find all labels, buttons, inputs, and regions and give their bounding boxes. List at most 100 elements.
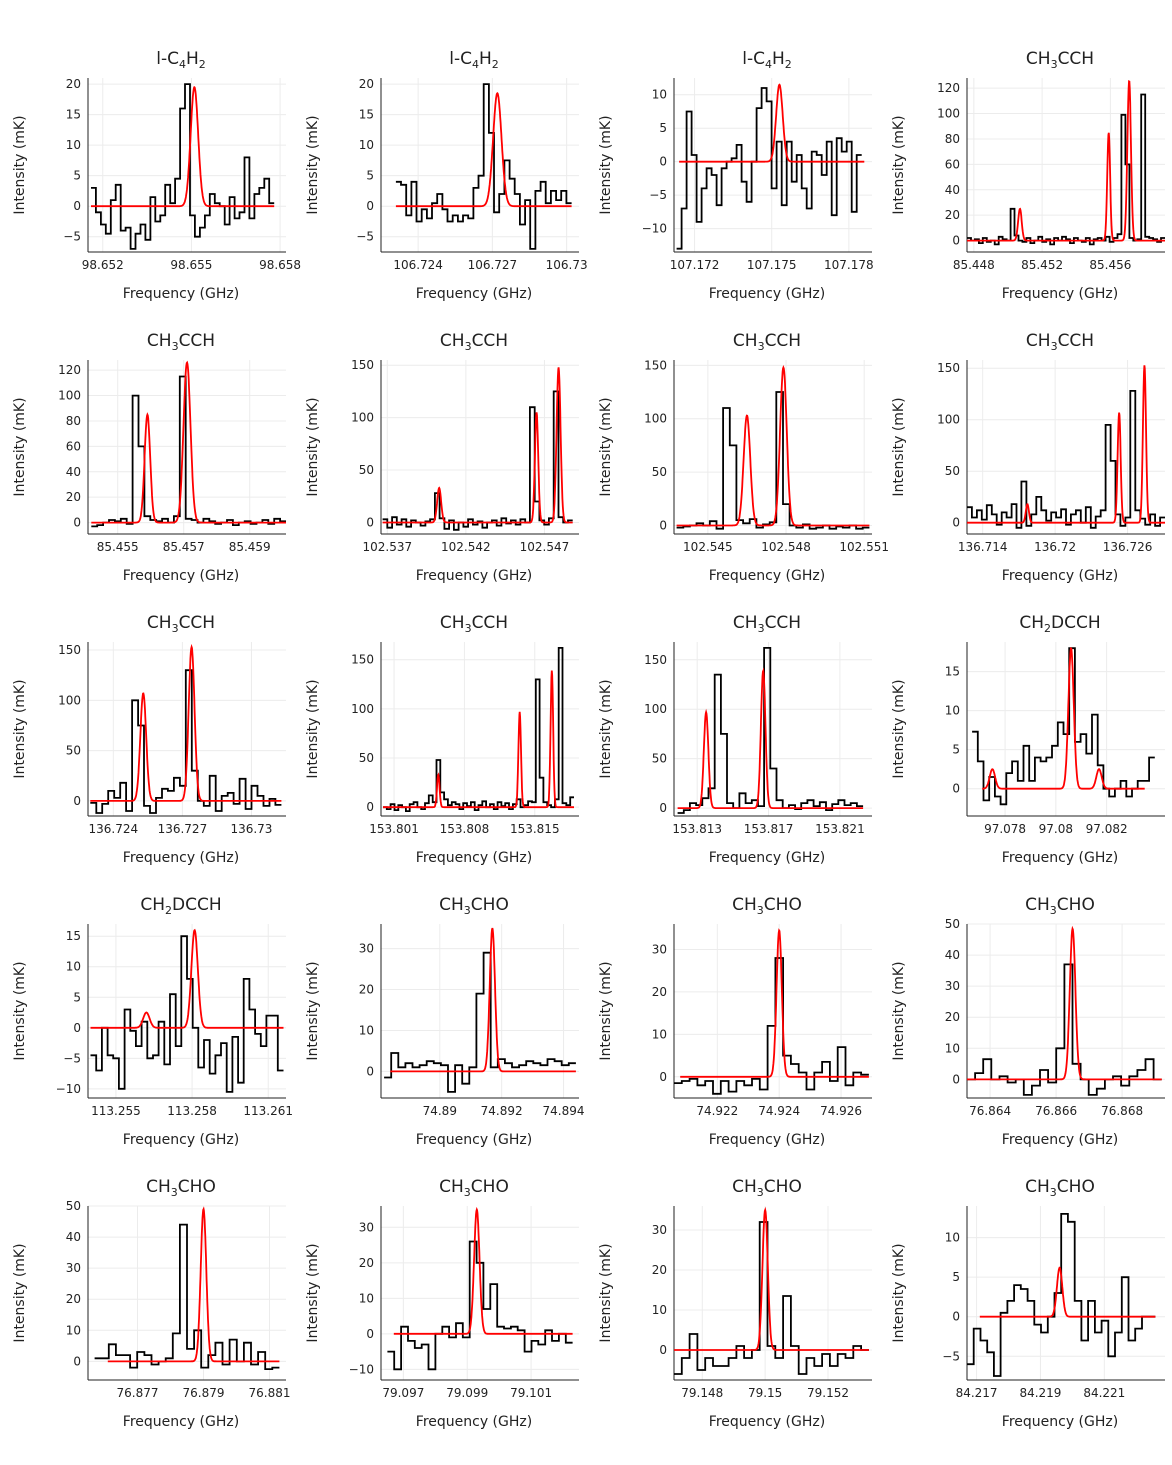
x-tick-label: 136.726 xyxy=(1103,540,1153,554)
title-subscript: 3 xyxy=(1050,904,1057,917)
y-tick-label: 0 xyxy=(659,801,667,815)
model-fit-line xyxy=(395,92,572,208)
y-tick-label: 20 xyxy=(359,1256,374,1270)
y-tick-label: −5 xyxy=(63,230,81,244)
title-subscript: 3 xyxy=(465,622,472,635)
spectrum-chart: 98.652 98.655 98.658 −5 0 5 10 15 20 l-C4H2 Freque… xyxy=(12,49,301,302)
y-tick-label: 30 xyxy=(359,942,374,956)
y-tick-label: 150 xyxy=(644,653,667,667)
model-fit-line xyxy=(390,927,576,1073)
y-axis-label: Intensity (mK) xyxy=(598,115,614,214)
spectrum-chart: 113.255 113.258 113.261 −10 −5 0 5 10 15 CH2DCCH F… xyxy=(12,895,293,1148)
x-axis-label: Frequency (GHz) xyxy=(1002,286,1118,302)
x-tick-label: 97.082 xyxy=(1086,822,1128,836)
y-tick-label: 5 xyxy=(73,990,81,1004)
title-text: CHO xyxy=(1057,895,1095,915)
spectrum-chart: 106.724 106.727 106.73 −5 0 5 10 15 20 l-C4H2 Freq… xyxy=(305,49,588,302)
spectrum-panel: 153.801 153.808 153.815 0 50 100 150 CH3CCH Freq… xyxy=(297,574,590,866)
x-tick-label: 84.219 xyxy=(1019,1386,1061,1400)
chart-title: CH3CCH xyxy=(733,613,801,635)
y-tick-label: 10 xyxy=(945,704,960,718)
y-axis-label: Intensity (mK) xyxy=(12,1243,28,1342)
y-tick-label: 0 xyxy=(366,800,374,814)
y-tick-label: 0 xyxy=(952,234,960,248)
title-text: l-C xyxy=(156,49,179,69)
y-tick-label: 20 xyxy=(359,77,374,91)
spectrum-panel: 85.455 85.457 85.459 0 20 40 60 80 100 120 CH3CCH F… xyxy=(4,292,297,584)
x-tick-label: 76.868 xyxy=(1101,1104,1143,1118)
spectrum-panel: 85.448 85.452 85.456 0 20 40 60 80 100 120 CH3CCH F… xyxy=(883,10,1172,302)
x-tick-label: 85.457 xyxy=(163,540,205,554)
title-text: CH xyxy=(140,895,165,915)
y-axis-label: Intensity (mK) xyxy=(598,397,614,496)
x-axis-label: Frequency (GHz) xyxy=(123,1132,239,1148)
y-tick-label: 0 xyxy=(659,1070,667,1084)
observed-spectrum-line xyxy=(384,951,576,1093)
x-axis-label: Frequency (GHz) xyxy=(1002,850,1118,866)
x-tick-label: 153.801 xyxy=(369,822,419,836)
y-tick-label: 100 xyxy=(644,412,667,426)
spectrum-chart: 107.172 107.175 107.178 −10 −5 0 5 10 l-C4H2 Freq… xyxy=(598,49,874,302)
y-tick-label: 120 xyxy=(58,363,81,377)
spectrum-panel: 113.255 113.258 113.261 −10 −5 0 5 10 15 CH2DCCH F… xyxy=(4,856,297,1148)
x-tick-label: 102.551 xyxy=(839,540,889,554)
title-text: CH xyxy=(440,331,465,351)
x-tick-label: 76.877 xyxy=(117,1386,159,1400)
spectrum-chart: 85.455 85.457 85.459 0 20 40 60 80 100 120 CH3CCH F… xyxy=(12,331,286,584)
y-tick-label: 150 xyxy=(644,358,667,372)
title-text: CHO xyxy=(1057,1177,1095,1197)
spectrum-chart: 153.801 153.808 153.815 0 50 100 150 CH3CCH Freq… xyxy=(305,613,579,866)
title-text: CH xyxy=(732,1177,757,1197)
spectrum-panel: 79.097 79.099 79.101 −10 0 10 20 30 CH3CHO Freque… xyxy=(297,1138,590,1430)
model-fit-line xyxy=(382,367,573,524)
x-axis-label: Frequency (GHz) xyxy=(709,1414,825,1430)
title-text: CCH xyxy=(179,331,216,351)
title-text: CH xyxy=(439,1177,464,1197)
title-subscript: 3 xyxy=(758,622,765,635)
y-tick-label: 10 xyxy=(66,1323,81,1337)
x-tick-label: 107.172 xyxy=(670,258,720,272)
observed-spectrum-line xyxy=(383,647,574,812)
y-tick-label: 0 xyxy=(952,1310,960,1324)
y-tick-label: 5 xyxy=(952,743,960,757)
x-tick-label: 79.148 xyxy=(681,1386,723,1400)
model-fit-line xyxy=(679,83,865,163)
y-tick-label: 0 xyxy=(952,1072,960,1086)
title-text: CCH xyxy=(765,331,802,351)
y-tick-label: 80 xyxy=(66,414,81,428)
y-tick-label: 40 xyxy=(66,465,81,479)
x-axis-label: Frequency (GHz) xyxy=(1002,568,1118,584)
x-tick-label: 153.817 xyxy=(744,822,794,836)
title-subscript: 3 xyxy=(172,622,179,635)
x-tick-label: 153.813 xyxy=(672,822,722,836)
y-tick-label: 100 xyxy=(58,693,81,707)
title-subscript: 3 xyxy=(1051,340,1058,353)
title-text: CCH xyxy=(765,613,802,633)
title-text: CH xyxy=(732,895,757,915)
x-tick-label: 102.545 xyxy=(683,540,733,554)
chart-title: l-C4H2 xyxy=(156,49,206,71)
x-tick-label: 84.221 xyxy=(1083,1386,1125,1400)
spectrum-panel: 76.864 76.866 76.868 0 10 20 30 40 50 CH3CHO Frequ… xyxy=(883,856,1172,1148)
y-tick-label: 150 xyxy=(351,653,374,667)
y-tick-label: 50 xyxy=(359,751,374,765)
y-tick-label: 150 xyxy=(351,358,374,372)
x-tick-label: 136.724 xyxy=(89,822,139,836)
observed-spectrum-line xyxy=(677,647,864,814)
y-tick-label: −5 xyxy=(63,1051,81,1065)
y-tick-label: 30 xyxy=(66,1261,81,1275)
x-axis-label: Frequency (GHz) xyxy=(709,850,825,866)
y-tick-label: 0 xyxy=(73,1354,81,1368)
x-tick-label: 98.658 xyxy=(259,258,301,272)
x-tick-label: 74.926 xyxy=(820,1104,862,1118)
model-fit-line xyxy=(680,928,869,1078)
observed-spectrum-line xyxy=(674,957,869,1095)
y-tick-label: −5 xyxy=(356,230,374,244)
y-tick-label: 20 xyxy=(359,983,374,997)
y-tick-label: 40 xyxy=(66,1230,81,1244)
spectrum-chart: 79.097 79.099 79.101 −10 0 10 20 30 CH3CHO Freque… xyxy=(305,1177,579,1430)
y-tick-label: 60 xyxy=(945,157,960,171)
spectrum-chart: 74.922 74.924 74.926 0 10 20 30 CH3CHO Frequency… xyxy=(598,895,872,1148)
x-tick-label: 74.922 xyxy=(696,1104,738,1118)
y-tick-label: 50 xyxy=(652,752,667,766)
